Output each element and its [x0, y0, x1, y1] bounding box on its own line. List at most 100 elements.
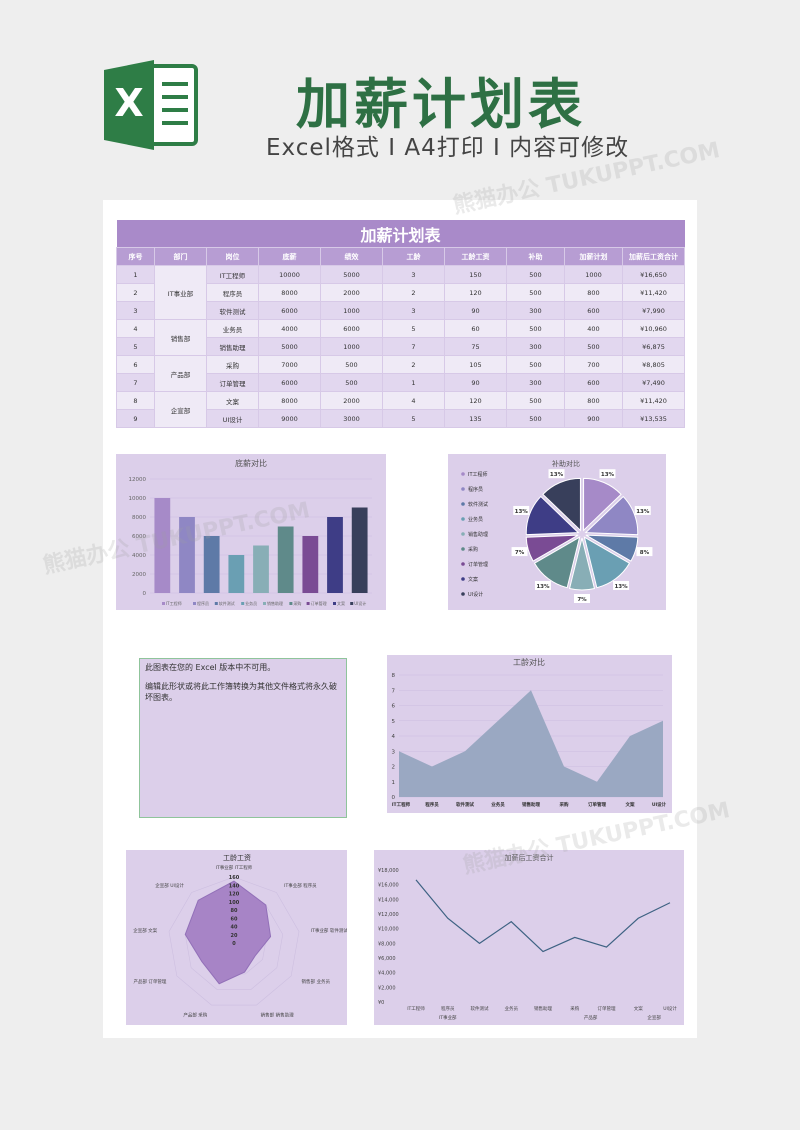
- chart-title: 工龄对比: [513, 657, 545, 667]
- pie-slice: [542, 477, 581, 532]
- chart-title: 补助对比: [552, 459, 580, 468]
- cell-index: 2: [116, 283, 155, 302]
- column-header: 加薪后工资合计: [621, 247, 686, 266]
- radar-ring: [168, 876, 300, 1006]
- chart-title: 工龄工资: [223, 853, 251, 862]
- pie-slice: [583, 536, 631, 589]
- bar: [253, 545, 269, 593]
- pie-slice: [568, 537, 596, 591]
- notice-line-1: 此图表在您的 Excel 版本中不可用。: [145, 663, 276, 672]
- cell-allowance: 500: [506, 355, 565, 374]
- x-tick-label: 采购: [559, 801, 569, 808]
- y-tick-label: ¥14,000: [378, 897, 399, 903]
- cell-seniority: 5: [382, 319, 445, 338]
- table-row: 9 UI设计 9000 3000 5 135 500 900 ¥13,535: [116, 409, 686, 428]
- cell-base-salary: 8000: [258, 283, 321, 302]
- cell-total: ¥13,535: [621, 409, 686, 428]
- page-title: 加薪计划表: [296, 73, 586, 136]
- data-label-box: [599, 469, 616, 479]
- area-chart: 工龄对比 0 1 2 3 4 5 6 7 8 IT工程师 程序员 软件测试 业务员 销售助理 采购 订单管理 文案…: [392, 657, 667, 808]
- group-label: IT事业部: [439, 1014, 457, 1021]
- cell-position: 程序员: [206, 283, 259, 302]
- bar: [351, 507, 368, 593]
- legend-label: 软件测试: [219, 600, 235, 606]
- legend-swatch: [461, 562, 465, 566]
- cell-index: 6: [116, 355, 155, 374]
- y-tick-label: ¥6,000: [378, 956, 396, 962]
- cell-index: 3: [116, 301, 155, 320]
- cell-allowance: 500: [506, 391, 565, 410]
- y-tick-label: 0: [392, 795, 396, 801]
- r-tick-label: 20: [231, 933, 238, 939]
- table-row: 1 IT事业部 IT工程师 10000 5000 3 150 500 1000 ¥16,650: [116, 265, 686, 320]
- y-tick-label: ¥0: [378, 1000, 384, 1006]
- axis-label: 销售部 业务员: [302, 978, 331, 985]
- data-label-box: [511, 547, 528, 557]
- legend-label: 文案: [337, 600, 345, 606]
- r-tick-label: 0: [232, 941, 236, 947]
- pie-slice: [533, 536, 581, 589]
- cell-seniority: 2: [382, 355, 445, 374]
- data-label-box: [636, 547, 653, 557]
- cell-index: 8: [116, 391, 155, 410]
- cell-performance: 2000: [320, 391, 383, 410]
- table-row: 2 程序员 8000 2000 2 120 500 800 ¥11,420: [116, 283, 686, 302]
- cell-seniority: 7: [382, 337, 445, 356]
- table-title: 加薪计划表: [116, 220, 685, 248]
- r-tick-label: 40: [231, 925, 238, 931]
- bar: [277, 526, 294, 593]
- column-header: 底薪: [258, 247, 321, 266]
- column-header: 工龄: [382, 247, 445, 266]
- y-tick-label: 0: [143, 591, 147, 597]
- cell-index: 4: [116, 319, 155, 338]
- table-row: 6 产品部 采购 7000 500 2 105 500 700 ¥8,805: [116, 355, 686, 392]
- cell-total: ¥7,990: [621, 301, 686, 320]
- cell-performance: 5000: [320, 265, 383, 284]
- radar-series: [184, 880, 272, 985]
- legend-label: 销售助理: [267, 600, 283, 606]
- legend-swatch: [263, 602, 266, 605]
- data-label-box: [613, 580, 630, 590]
- cell-seniority: 1: [382, 373, 445, 392]
- bar: [154, 498, 171, 593]
- legend-swatch: [461, 502, 465, 506]
- group-label: 产品部: [584, 1014, 598, 1021]
- x-tick-label: 程序员: [425, 801, 439, 808]
- data-label-box: [634, 505, 651, 515]
- data-label: 13%: [550, 472, 564, 478]
- line-chart: 加薪后工资合计 ¥0 ¥2,000 ¥4,000 ¥6,000 ¥8,000 ¥10,000…: [378, 853, 677, 1021]
- pie-slice: [585, 534, 639, 562]
- data-label-box: [513, 505, 530, 515]
- cell-position: UI设计: [206, 409, 259, 428]
- cell-total: ¥7,490: [621, 373, 686, 392]
- cell-seniority: 4: [382, 391, 445, 410]
- cell-seniority: 3: [382, 265, 445, 284]
- y-tick-label: 6: [392, 704, 396, 710]
- cell-index: 1: [116, 265, 155, 284]
- legend-swatch: [461, 547, 465, 551]
- cell-seniority-pay: 90: [444, 301, 507, 320]
- cell-allowance: 500: [506, 265, 565, 284]
- legend-label: IT工程师: [166, 600, 182, 606]
- x-tick-label: 销售助理: [534, 1005, 552, 1012]
- bar: [228, 555, 245, 593]
- legend-swatch: [461, 487, 465, 491]
- cell-total: ¥6,875: [621, 337, 686, 356]
- cell-performance: 2000: [320, 283, 383, 302]
- table-row: 8 企宣部 文案 8000 2000 4 120 500 800 ¥11,420: [116, 391, 686, 428]
- axis-label: 产品部 订单管理: [134, 978, 167, 985]
- pie-slice: [584, 495, 639, 536]
- y-tick-label: ¥8,000: [378, 941, 396, 947]
- y-tick-label: 2000: [132, 572, 146, 578]
- legend-label: 程序员: [468, 486, 483, 493]
- bar: [179, 517, 195, 593]
- x-tick-label: UI设计: [663, 1005, 677, 1012]
- data-label: 7%: [515, 550, 525, 556]
- cell-total: ¥16,650: [621, 265, 686, 284]
- cell-position: 文案: [206, 391, 259, 410]
- notice-line-2: 编辑此形状或将此工作簿转换为其他文件格式将永久破坏图表。: [145, 682, 337, 702]
- cell-performance: 1000: [320, 337, 383, 356]
- legend-swatch: [350, 602, 354, 605]
- table-row: 7 订单管理 6000 500 1 90 300 600 ¥7,490: [116, 373, 686, 392]
